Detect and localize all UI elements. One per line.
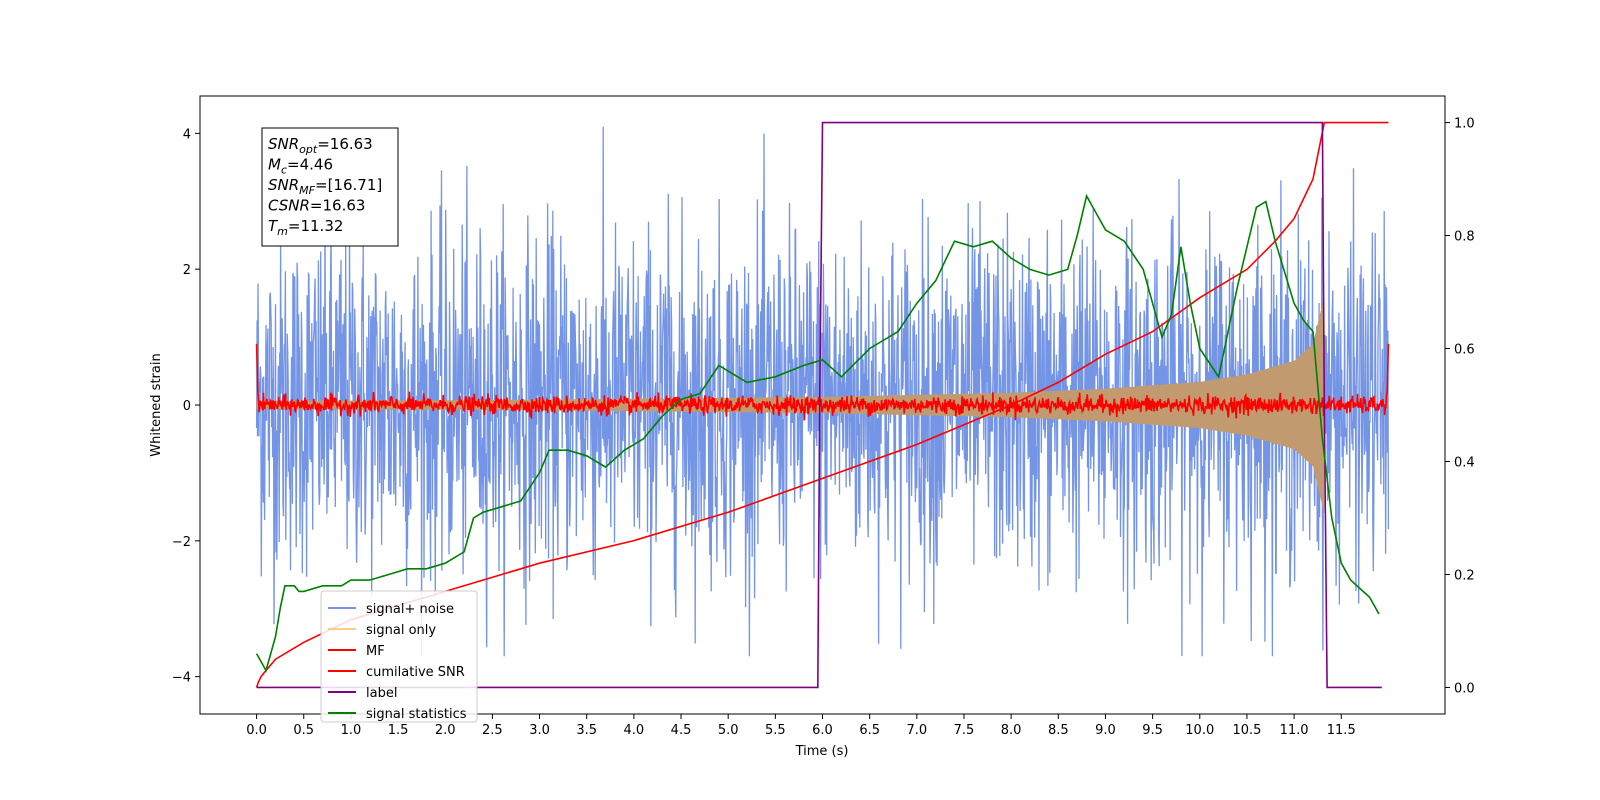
series-layer xyxy=(255,121,1390,689)
left-y-tick-label: −2 xyxy=(172,535,191,550)
annotation-frame xyxy=(261,127,399,247)
right-y-tick-label: 0.6 xyxy=(1454,343,1475,358)
left-y-tick-label: −4 xyxy=(172,671,191,686)
x-axis-label: Time (s) xyxy=(795,744,849,759)
stats-annotation-box: SNRopt=16.63Mc=4.46SNRMF=[16.71]CSNR=16.… xyxy=(261,127,399,247)
x-tick-label: 2.0 xyxy=(435,723,456,738)
legend-label: signal+ noise xyxy=(366,602,454,617)
x-tick-label: 8.0 xyxy=(1001,723,1022,738)
x-tick-label: 4.5 xyxy=(671,723,692,738)
legend-label: signal statistics xyxy=(366,707,467,722)
annotation-lines: SNRopt=16.63Mc=4.46SNRMF=[16.71]CSNR=16.… xyxy=(268,135,382,238)
right-y-tick-label: 0.8 xyxy=(1454,230,1475,245)
right-y-tick-label: 0.4 xyxy=(1454,455,1475,470)
series-mf xyxy=(255,343,1390,421)
x-tick-label: 11.5 xyxy=(1327,723,1356,738)
x-tick-label: 0.0 xyxy=(246,723,267,738)
right-y-axis: 0.0 0.2 0.4 0.6 0.8 1.0 xyxy=(1445,117,1475,696)
x-tick-label: 5.5 xyxy=(765,723,786,738)
annotation-line: SNRMF=[16.71] xyxy=(268,176,382,197)
x-tick-label: 10.5 xyxy=(1232,723,1261,738)
x-axis: 0.0 0.5 1.0 1.5 2.0 2.5 3.0 3.5 4.0 4.5 5.0 5.5 6.0 6… xyxy=(246,714,1356,738)
annotation-line: Mc=4.46 xyxy=(268,156,333,177)
annotation-line: Tm=11.32 xyxy=(268,217,343,238)
series-cumilative-snr xyxy=(255,121,1389,688)
x-tick-label: 3.5 xyxy=(576,723,597,738)
series-label xyxy=(256,121,1382,689)
right-y-tick-label: 0.0 xyxy=(1454,681,1475,696)
left-y-tick-label: 4 xyxy=(183,127,191,142)
x-tick-label: 11.0 xyxy=(1280,723,1309,738)
series-signal-statistics xyxy=(255,193,1380,673)
x-tick-label: 6.0 xyxy=(812,723,833,738)
annotation-line: SNRopt=16.63 xyxy=(268,135,373,156)
x-tick-label: 5.0 xyxy=(718,723,739,738)
annotation-line: CSNR=16.63 xyxy=(268,197,365,215)
x-tick-label: 0.5 xyxy=(293,723,314,738)
x-tick-label: 1.0 xyxy=(341,723,362,738)
legend-label: cumilative SNR xyxy=(366,665,465,680)
legend-label: label xyxy=(366,686,397,701)
left-y-axis: −4 −2 0 2 4 xyxy=(172,127,200,686)
x-tick-label: 8.5 xyxy=(1048,723,1069,738)
x-tick-label: 3.0 xyxy=(529,723,550,738)
legend-frame xyxy=(320,590,478,723)
x-tick-label: 1.5 xyxy=(388,723,409,738)
left-y-tick-label: 0 xyxy=(183,399,191,414)
legend-entries: signal+ noise signal only MF cumilative SNR… xyxy=(328,602,467,722)
x-tick-label: 9.0 xyxy=(1095,723,1116,738)
right-y-tick-label: 0.2 xyxy=(1454,568,1475,583)
x-tick-label: 7.5 xyxy=(954,723,975,738)
right-y-tick-label: 1.0 xyxy=(1454,117,1475,132)
x-tick-label: 9.5 xyxy=(1142,723,1163,738)
x-tick-label: 10.0 xyxy=(1185,723,1214,738)
x-tick-label: 2.5 xyxy=(482,723,503,738)
legend-label: MF xyxy=(366,644,385,659)
legend: signal+ noise signal only MF cumilative SNR… xyxy=(320,590,478,723)
x-tick-label: 7.0 xyxy=(906,723,927,738)
legend-label: signal only xyxy=(366,623,436,638)
left-y-tick-label: 2 xyxy=(183,263,191,278)
x-tick-label: 6.5 xyxy=(859,723,880,738)
x-tick-label: 4.0 xyxy=(624,723,645,738)
y-axis-label: Whitened strain xyxy=(149,353,164,456)
